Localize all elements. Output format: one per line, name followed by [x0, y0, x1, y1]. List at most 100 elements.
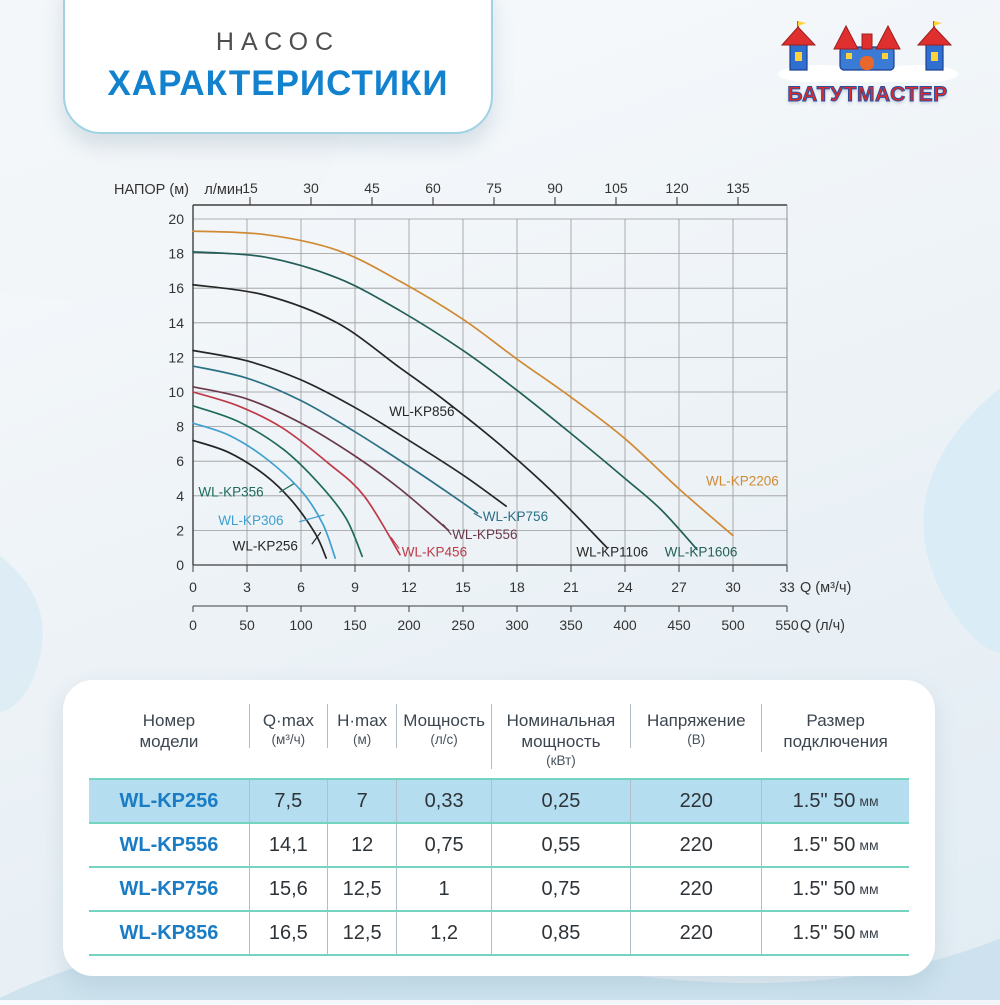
- table-header-text: (л/с): [430, 732, 458, 747]
- axis-tick-label: 10: [168, 384, 184, 400]
- spec-table-card: Номер модели Q·max (м³/ч) H·max (м) Мощность (л…: [63, 680, 935, 976]
- axis-tick-label: 27: [671, 579, 687, 595]
- axis-tick-label: 0: [189, 617, 197, 633]
- axis-tick-label: 450: [667, 617, 691, 633]
- table-header-cell: Номинальная мощность (кВт): [490, 704, 630, 769]
- table-value-cell: 12: [326, 824, 397, 866]
- curve-leader-WL-KP256: [311, 531, 322, 545]
- page-title: ХАРАКТЕРИСТИКИ: [107, 64, 449, 103]
- connection-size-value: 1.5" 50: [792, 921, 856, 944]
- curve-WL-KP1106: [192, 283, 608, 549]
- axis-tick-label: 500: [721, 617, 745, 633]
- axis-tick-label: 15: [242, 180, 258, 196]
- table-header-cell: Мощность (л/с): [396, 704, 490, 748]
- table-value-cell: 1.5" 50 мм: [761, 824, 909, 866]
- curve-leader-WL-KP756: [473, 512, 483, 519]
- axis-tick-label: 3: [243, 579, 251, 595]
- table-header-text: (м³/ч): [271, 732, 306, 747]
- table-value-cell: 0,55: [490, 824, 630, 866]
- curve-WL-KP356: [192, 404, 364, 558]
- curve-WL-KP456: [192, 391, 401, 556]
- connection-size-unit: мм: [859, 837, 879, 853]
- curve-label-WL-KP1606: WL-KP1606: [665, 544, 738, 559]
- axis-tick-label: 33: [779, 579, 795, 595]
- axis-tick-label: 0: [176, 557, 184, 573]
- curve-WL-KP306: [192, 422, 337, 559]
- brand-name: БАТУТМАСТЕР: [787, 83, 948, 107]
- table-header-text: модели: [139, 732, 199, 751]
- connection-size-value: 1.5" 50: [792, 877, 856, 900]
- curve-WL-KP856: [192, 349, 508, 508]
- curve-label-WL-KP456: WL-KP456: [402, 544, 467, 559]
- table-header-text: (м): [352, 732, 372, 747]
- axis-tick-label: 45: [364, 180, 380, 196]
- axis-tick-label: 100: [289, 617, 313, 633]
- table-value-cell: 14,1: [248, 824, 327, 866]
- brand-logo: БАТУТМАСТЕР: [765, 20, 970, 120]
- axis-tick-label: 60: [425, 180, 441, 196]
- table-row-WL-KP756: WL-KP756 15,6 12,5 1 0,75 220 1.5" 50 мм: [89, 866, 909, 910]
- table-value-cell: 220: [630, 868, 761, 910]
- axis-tick-label: 350: [559, 617, 583, 633]
- table-value-cell: 220: [630, 780, 761, 822]
- table-header-text: Напряжение: [646, 711, 746, 730]
- table-header-text: подключения: [783, 732, 888, 751]
- table-header-text: H·max: [337, 711, 388, 730]
- axis-tick-label: 400: [613, 617, 637, 633]
- table-value-cell: 1.5" 50 мм: [761, 868, 909, 910]
- curve-WL-KP556: [192, 385, 450, 532]
- table-value-cell: 220: [630, 912, 761, 954]
- table-row-WL-KP856: WL-KP856 16,5 12,5 1,2 0,85 220 1.5" 50 мм: [89, 910, 909, 956]
- table-value-cell: 1,2: [396, 912, 490, 954]
- axis-tick-label: 150: [343, 617, 367, 633]
- table-value-cell: 1: [396, 868, 490, 910]
- top-axis-title: л/мин: [204, 182, 243, 198]
- axis-tick-label: 2: [176, 522, 184, 538]
- table-value-cell: 1.5" 50 мм: [761, 780, 909, 822]
- curve-label-WL-KP306: WL-KP306: [218, 513, 283, 528]
- axis-tick-label: 50: [239, 617, 255, 633]
- table-header-cell: H·max (м): [326, 704, 397, 748]
- axis-tick-label: 12: [168, 349, 184, 365]
- table-header-text: Мощность: [403, 711, 485, 730]
- table-value-cell: 0,75: [396, 824, 490, 866]
- bottom-axis1-title: Q (м³/ч): [800, 580, 851, 596]
- axis-tick-label: 300: [505, 617, 529, 633]
- curve-label-WL-KP556: WL-KP556: [452, 527, 517, 542]
- page-subtitle: НАСОС: [215, 28, 341, 56]
- table-value-cell: 7: [326, 780, 397, 822]
- model-name-cell: WL-KP256: [119, 789, 219, 812]
- axis-tick-label: 105: [604, 180, 628, 196]
- table-header-text: (В): [687, 732, 706, 747]
- axis-tick-label: 18: [509, 579, 525, 595]
- axis-tick-label: 135: [726, 180, 750, 196]
- table-value-cell: 0,75: [490, 868, 630, 910]
- axis-tick-label: 550: [775, 617, 799, 633]
- bottom-axis2-title: Q (л/ч): [800, 618, 845, 634]
- curve-leader-WL-KP556: [442, 523, 452, 536]
- table-header-cell: Размер подключения: [761, 704, 909, 752]
- axis-tick-label: 12: [401, 579, 417, 595]
- axis-tick-label: 250: [451, 617, 475, 633]
- axis-tick-label: 9: [351, 579, 359, 595]
- table-header-text: Размер: [806, 711, 865, 730]
- axis-tick-label: 90: [547, 180, 563, 196]
- table-header-text: (кВт): [546, 753, 576, 768]
- spec-table-body: WL-KP256 7,5 7 0,33 0,25 220 1.5" 50 мм WL-KP556…: [89, 778, 909, 956]
- table-header-text: Q·max: [262, 711, 314, 730]
- model-name-cell: WL-KP756: [119, 877, 219, 900]
- curve-WL-KP2206: [192, 230, 734, 537]
- curve-WL-KP1606: [192, 251, 698, 551]
- spec-table-header: Номер модели Q·max (м³/ч) H·max (м) Мощность (л…: [89, 704, 909, 778]
- table-header-text: Номер: [142, 711, 196, 730]
- pump-performance-chart: НАПОР (м) л/мин 15 30 45 60 75 90 105 120 13502468…: [114, 180, 851, 634]
- table-value-cell: 12,5: [326, 912, 397, 954]
- curve-WL-KP256: [192, 439, 328, 559]
- curve-label-WL-KP756: WL-KP756: [483, 509, 548, 524]
- curve-leader-WL-KP356: [279, 483, 295, 493]
- table-header-text: мощность: [521, 732, 601, 751]
- curve-label-WL-KP2206: WL-KP2206: [706, 473, 779, 488]
- axis-tick-label: 120: [665, 180, 689, 196]
- axis-tick-label: 15: [455, 579, 471, 595]
